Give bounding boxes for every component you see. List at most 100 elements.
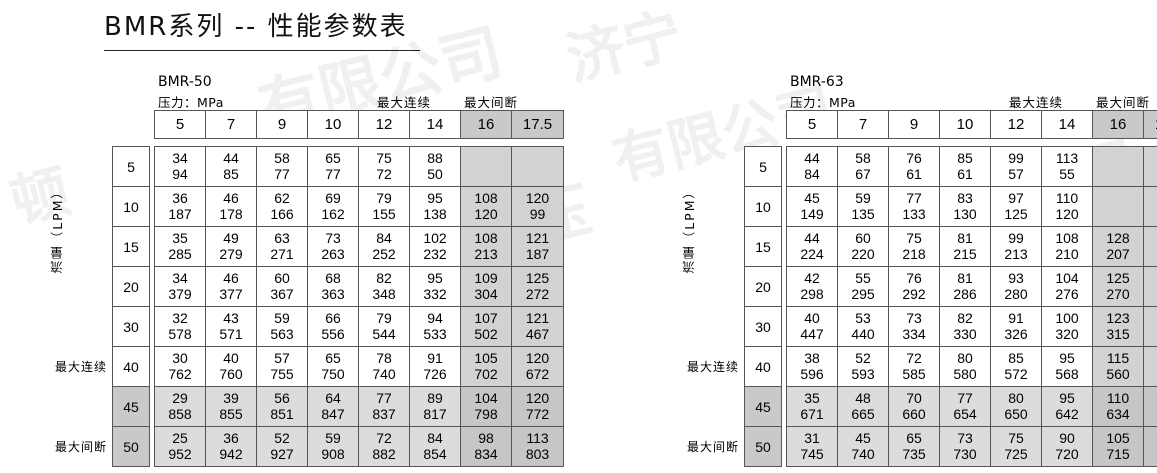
- data-cell: 32 578: [155, 307, 206, 346]
- table-row: 45 29 858 39 855 56 851 64 847 77 837 89 817 104 798 12…: [54, 386, 564, 426]
- cell-torque-value: 75: [1008, 429, 1024, 446]
- cell-speed-value: 367: [270, 285, 294, 302]
- data-cell: 46 377: [206, 267, 257, 306]
- cell-torque-value: 113: [526, 429, 549, 446]
- data-cell: 34 94: [155, 147, 206, 186]
- pressure-header-cell-5: 5: [155, 111, 206, 138]
- cell-speed-value: 760: [219, 365, 243, 382]
- data-cell: 75 725: [991, 427, 1042, 466]
- cell-torque-value: 120: [525, 189, 550, 206]
- data-cell: 60 220: [838, 227, 889, 266]
- data-cell: 84 252: [359, 227, 410, 266]
- cell-torque-value: 34: [172, 149, 188, 166]
- cell-speed-value: 715: [1106, 445, 1130, 462]
- flow-header-cell-5: 5: [112, 146, 150, 186]
- cell-speed-value: 725: [1004, 445, 1028, 462]
- data-cell: 48 665: [838, 387, 889, 426]
- cell-torque-value: 44: [223, 149, 239, 166]
- pressure-header-cell-7: 7: [206, 111, 257, 138]
- data-row: 44 84 58 67 76 61 85 61 99 57 113 55: [786, 146, 1157, 186]
- data-cell: 53 440: [838, 307, 889, 346]
- pressure-header-cell-17-5: 17.5: [512, 111, 563, 138]
- cell-speed-value: 556: [321, 325, 345, 342]
- cell-speed-value: 276: [1055, 285, 1079, 302]
- data-cell: 104 276: [1042, 267, 1093, 306]
- cell-speed-value: 286: [953, 285, 977, 302]
- cell-speed-value: 232: [423, 245, 447, 262]
- cell-torque-value: 108: [1055, 229, 1079, 246]
- data-cell: 109 304: [461, 267, 512, 306]
- table-row: 4535671486657066077654806509564211063412…: [686, 386, 1157, 426]
- data-cell: 49 279: [206, 227, 257, 266]
- cell-torque-value: 105: [474, 349, 498, 366]
- row-note: [54, 306, 112, 346]
- data-cell: 34 379: [155, 267, 206, 306]
- cell-speed-value: 84: [804, 165, 820, 182]
- table-row: 30 32 578 43 571 59 563 66 556 79 544 94 533 107 502 12…: [54, 306, 564, 346]
- cell-torque-value: 34: [172, 269, 188, 286]
- data-cell: 77 654: [940, 387, 991, 426]
- cell-torque-value: 82: [376, 269, 392, 286]
- cell-torque-value: 42: [804, 269, 820, 286]
- data-cell: 58 67: [838, 147, 889, 186]
- cell-speed-value: 162: [321, 205, 345, 222]
- cell-torque-value: 66: [325, 309, 341, 326]
- data-cell: 46 178: [206, 187, 257, 226]
- data-cell: 93 280: [991, 267, 1042, 306]
- cell-speed-value: 215: [953, 245, 977, 262]
- cell-speed-value: 578: [168, 325, 192, 342]
- cell-torque-value: 77: [376, 389, 392, 406]
- cell-speed-value: 218: [902, 245, 926, 262]
- cell-torque-value: 81: [957, 229, 973, 246]
- flow-header-cell-20: 20: [112, 266, 150, 306]
- cell-speed-value: 272: [525, 285, 550, 302]
- data-cell: 58 77: [257, 147, 308, 186]
- cell-speed-value: 332: [423, 285, 447, 302]
- cell-torque-value: 65: [906, 429, 922, 446]
- cell-speed-value: 750: [321, 365, 345, 382]
- flow-header-cell-50: 50: [744, 426, 782, 467]
- data-cell: 95 642: [1042, 387, 1093, 426]
- pressure-header-cell-5: 5: [787, 111, 838, 138]
- cell-speed-value: 252: [372, 245, 396, 262]
- pressure-header-cell-16: 16: [1093, 111, 1144, 138]
- row-note: [686, 266, 744, 306]
- data-cell: 64 847: [308, 387, 359, 426]
- data-cell: 121 467: [512, 307, 563, 346]
- cell-torque-value: 97: [1008, 189, 1024, 206]
- cell-speed-value: 571: [219, 325, 243, 342]
- data-cell: 72 585: [889, 347, 940, 386]
- cell-torque-value: 36: [223, 429, 239, 446]
- cell-torque-value: 59: [274, 309, 290, 326]
- cell-speed-value: 447: [800, 325, 824, 342]
- table-row: 10 36 187 46 178 62 166 69 162 79 155 95 138 108 120 12…: [54, 186, 564, 226]
- cell-speed-value: 847: [321, 405, 345, 422]
- cell-torque-value: 98: [478, 429, 494, 446]
- cell-torque-value: 100: [1055, 309, 1079, 326]
- data-cell: 73 263: [308, 227, 359, 266]
- data-cell: 105 715: [1093, 427, 1144, 466]
- flow-header-cell-10: 10: [744, 186, 782, 226]
- cell-speed-value: 817: [423, 405, 447, 422]
- data-cell: 128 207: [1093, 227, 1144, 266]
- max-continuous-column-label: 最大连续: [1009, 95, 1064, 110]
- cell-torque-value: 44: [804, 149, 820, 166]
- title-divider: [104, 50, 420, 51]
- cell-speed-value: 61: [906, 165, 922, 182]
- cell-torque-value: 95: [427, 189, 443, 206]
- data-row: 25 952 36 942 52 927 59 908 72 882 84 854 98 834 113 80…: [154, 426, 564, 467]
- cell-torque-value: 91: [427, 349, 443, 366]
- flow-header-cell-20: 20: [744, 266, 782, 306]
- row-note: [54, 226, 112, 266]
- data-cell: 36 942: [206, 427, 257, 466]
- cell-torque-value: 70: [906, 389, 922, 406]
- cell-speed-value: 927: [270, 445, 294, 462]
- data-cell: 76 61: [889, 147, 940, 186]
- data-cell: 45 149: [787, 187, 838, 226]
- data-cell: 135310: [1144, 307, 1157, 346]
- row-note: 最大间断: [54, 440, 107, 454]
- cell-speed-value: 298: [800, 285, 824, 302]
- cell-speed-value: 377: [219, 285, 243, 302]
- pressure-unit-label: 压力：MPa: [790, 95, 856, 110]
- cell-torque-value: 108: [474, 229, 498, 246]
